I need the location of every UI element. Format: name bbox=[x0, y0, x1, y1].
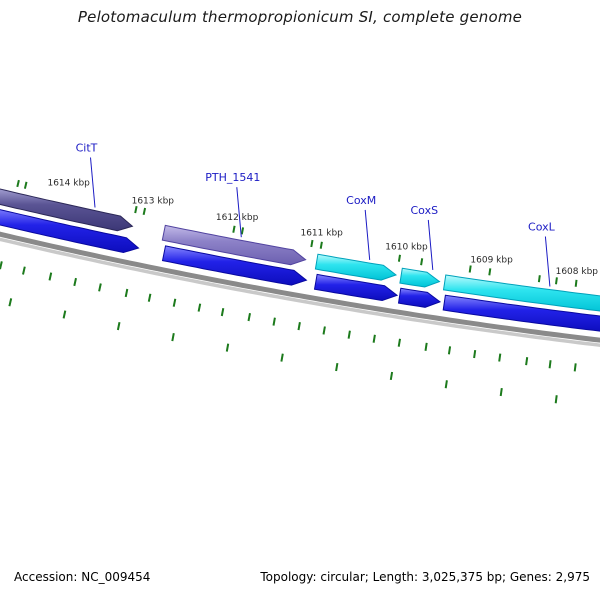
tick-mark bbox=[525, 357, 529, 366]
axis-label-1609: 1609 kbp bbox=[470, 256, 513, 266]
gene-label-PTH_1541[interactable]: PTH_1541 bbox=[205, 171, 260, 184]
tick-mark bbox=[197, 303, 202, 312]
tick-mark bbox=[347, 330, 351, 339]
tick-mark bbox=[172, 298, 177, 307]
axis-label-1612: 1612 kbp bbox=[216, 213, 259, 223]
gene-label-leader-CoxM bbox=[364, 209, 371, 260]
tick-mark bbox=[537, 275, 541, 283]
tick-mark bbox=[555, 277, 558, 285]
axis-label-1611: 1611 kbp bbox=[300, 229, 343, 239]
gene-label-leader-CitT bbox=[90, 157, 96, 208]
tick-mark bbox=[272, 317, 276, 326]
tick-mark bbox=[0, 261, 3, 270]
tick-mark bbox=[397, 338, 401, 347]
tick-mark bbox=[142, 207, 147, 216]
tick-mark bbox=[397, 254, 401, 262]
gene-label-CitT[interactable]: CitT bbox=[76, 142, 98, 155]
tick-mark bbox=[22, 266, 26, 275]
tick-mark bbox=[447, 346, 452, 355]
tick-mark bbox=[98, 283, 102, 292]
axis-label-1614: 1614 kbp bbox=[47, 178, 90, 188]
tick-mark bbox=[554, 395, 558, 404]
cds-arrow-cds-1[interactable] bbox=[0, 207, 140, 254]
tick-mark bbox=[247, 313, 251, 322]
gene-label-CoxS[interactable]: CoxS bbox=[411, 204, 439, 217]
inner-tick-marks-row1 bbox=[0, 261, 577, 372]
genome-backbone bbox=[0, 231, 600, 343]
tick-mark bbox=[498, 353, 502, 362]
outer-tick-marks bbox=[16, 179, 578, 287]
tick-mark bbox=[240, 227, 245, 235]
gene-arrow-PTH_1541[interactable] bbox=[161, 224, 307, 266]
tick-mark bbox=[124, 288, 129, 298]
gene-arrow-CitT[interactable] bbox=[0, 187, 134, 232]
axis-labels: 1614 kbp 1613 kbp 1612 kbp 1611 kbp 1610 kbp… bbox=[47, 178, 598, 277]
tick-mark bbox=[16, 179, 20, 188]
tick-mark bbox=[444, 380, 448, 389]
tick-mark bbox=[574, 279, 578, 287]
tick-mark bbox=[319, 241, 323, 249]
genome-backbone-shadow bbox=[0, 237, 600, 348]
gene-label-leader-CoxS bbox=[427, 219, 434, 270]
axis-label-1608: 1608 kbp bbox=[556, 267, 599, 277]
tick-mark bbox=[171, 333, 175, 342]
gene-label-leader-CoxL bbox=[544, 236, 551, 287]
tick-mark bbox=[48, 272, 53, 281]
tick-mark bbox=[8, 298, 13, 307]
tick-mark bbox=[424, 342, 428, 351]
gene-arrow-CoxS[interactable] bbox=[399, 267, 441, 288]
cds-arrow-cds-5[interactable] bbox=[442, 294, 600, 332]
gene-arrow-CoxL[interactable] bbox=[442, 274, 600, 312]
page-title: Pelotomaculum thermopropionicum SI, comp… bbox=[77, 8, 523, 26]
status-bar: Accession: NC_009454 Topology: circular;… bbox=[0, 570, 600, 584]
tick-mark bbox=[225, 343, 230, 352]
tick-mark bbox=[372, 334, 376, 343]
tick-mark bbox=[389, 371, 394, 381]
tick-mark bbox=[134, 206, 138, 214]
cds-arrow-cds-4[interactable] bbox=[397, 287, 442, 308]
tick-mark bbox=[297, 322, 301, 331]
tick-mark bbox=[280, 353, 284, 362]
tick-mark bbox=[116, 321, 121, 331]
gene-label-CoxM[interactable]: CoxM bbox=[346, 194, 376, 207]
gene-label-leader-PTH_1541 bbox=[236, 187, 242, 238]
inner-tick-marks-row2 bbox=[8, 298, 558, 404]
tick-mark bbox=[573, 363, 577, 372]
tick-mark bbox=[220, 308, 225, 317]
tick-mark bbox=[473, 349, 477, 359]
tick-mark bbox=[548, 360, 552, 369]
gene-arrow-CoxM[interactable] bbox=[314, 253, 398, 281]
tick-mark bbox=[62, 310, 67, 319]
tick-mark bbox=[488, 268, 492, 276]
tick-mark bbox=[232, 225, 236, 233]
axis-label-1610: 1610 kbp bbox=[385, 243, 428, 253]
tick-mark bbox=[23, 181, 28, 189]
tick-mark bbox=[147, 293, 152, 302]
tick-mark bbox=[322, 326, 326, 335]
topology-text: Topology: circular; Length: 3,025,375 bp… bbox=[260, 570, 590, 584]
tick-mark bbox=[420, 258, 424, 266]
gene-label-CoxL[interactable]: CoxL bbox=[528, 221, 556, 234]
tick-mark bbox=[335, 362, 339, 372]
cds-arrow-cds-3[interactable] bbox=[313, 273, 399, 302]
tick-mark bbox=[499, 387, 503, 397]
axis-label-1613: 1613 kbp bbox=[132, 196, 175, 206]
tick-mark bbox=[73, 277, 77, 287]
tick-mark bbox=[310, 239, 314, 248]
tick-mark bbox=[468, 265, 472, 273]
accession-text: Accession: NC_009454 bbox=[14, 570, 151, 584]
cds-arrow-cds-2[interactable] bbox=[161, 245, 308, 286]
